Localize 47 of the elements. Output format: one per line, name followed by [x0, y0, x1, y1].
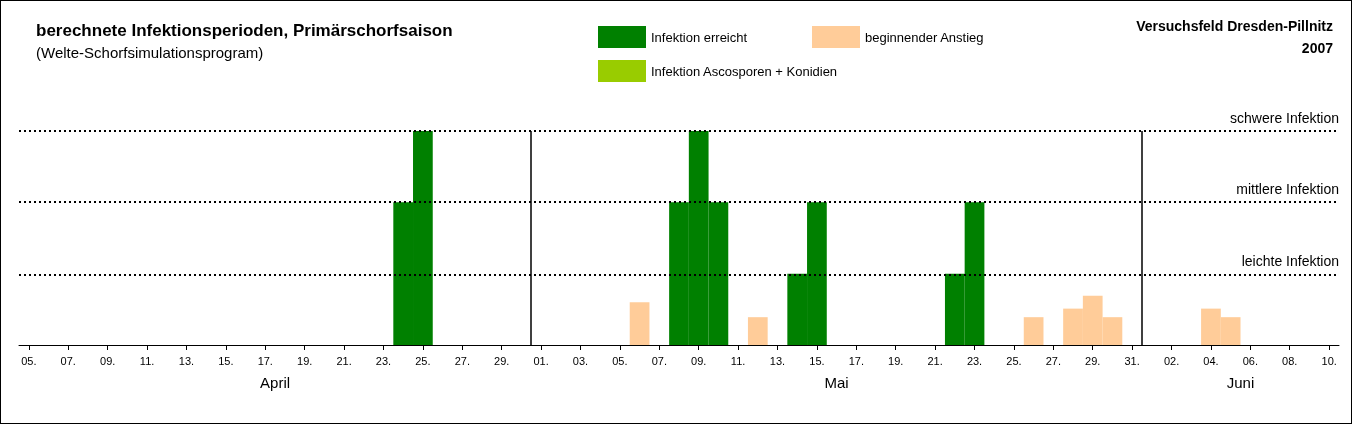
- x-tick-label: 05.: [21, 354, 37, 367]
- text: Versuchsfeld Dresden-Pillnitz: [1136, 18, 1333, 34]
- x-tick-label: 15.: [218, 354, 234, 367]
- x-tick-label: 13.: [769, 354, 786, 367]
- x-tick-label: 25.: [1006, 354, 1022, 367]
- x-tick-label: 05.: [612, 354, 628, 367]
- text: Mai: [824, 374, 849, 391]
- x-tick-label: 23.: [375, 354, 392, 367]
- x-tick-label: 11.: [730, 354, 746, 367]
- text: Juni: [1226, 374, 1255, 391]
- x-tick-label: 07.: [60, 354, 76, 367]
- x-tick-label: 17.: [848, 354, 864, 367]
- x-tick-label: 01.: [533, 354, 549, 367]
- x-tick-label: 27.: [454, 354, 470, 367]
- ref-line-label: schwere Infektion: [1230, 110, 1339, 126]
- legend-label: beginnender Anstieg: [865, 29, 984, 45]
- legend-label: Infektion erreicht: [651, 29, 748, 45]
- x-tick-label: 27.: [1045, 354, 1061, 367]
- x-tick-label: 10.: [1321, 354, 1337, 367]
- x-tick-label: 02.: [1163, 354, 1180, 367]
- x-tick-label: 17.: [257, 354, 273, 367]
- text: April: [260, 374, 291, 391]
- chart-subtitle: (Welte-Schorfsimulationsprogram): [36, 44, 264, 61]
- x-tick-label: 19.: [888, 354, 904, 367]
- legend-label: Infektion Ascosporen + Konidien: [651, 63, 838, 79]
- x-tick-label: 09.: [691, 354, 707, 367]
- x-tick-label: 23.: [966, 354, 983, 367]
- x-tick-label: 21.: [336, 354, 352, 367]
- x-tick-label: 13.: [178, 354, 195, 367]
- x-tick-label: 08.: [1282, 354, 1298, 367]
- x-tick-label: 04.: [1203, 354, 1219, 367]
- ref-line-label: mittlere Infektion: [1236, 180, 1339, 197]
- x-tick-label: 09.: [100, 354, 116, 367]
- x-tick-label: 29.: [1085, 354, 1101, 367]
- x-tick-label: 21.: [927, 354, 943, 367]
- x-tick-label: 19.: [297, 354, 313, 367]
- x-tick-label: 25.: [415, 354, 431, 367]
- ref-line-label: leichte Infektion: [1241, 253, 1339, 270]
- x-tick-label: 29.: [494, 354, 510, 367]
- x-tick-label: 31.: [1124, 354, 1140, 367]
- x-tick-label: 06.: [1242, 354, 1258, 367]
- text: 2007: [1301, 40, 1334, 56]
- x-tick-label: 15.: [809, 354, 825, 367]
- chart-title: berechnete Infektionsperioden, Primärschorfsaison: [36, 21, 453, 40]
- x-tick-label: 07.: [651, 354, 667, 367]
- x-tick-label: 11.: [139, 354, 155, 367]
- x-tick-label: 03.: [572, 354, 589, 367]
